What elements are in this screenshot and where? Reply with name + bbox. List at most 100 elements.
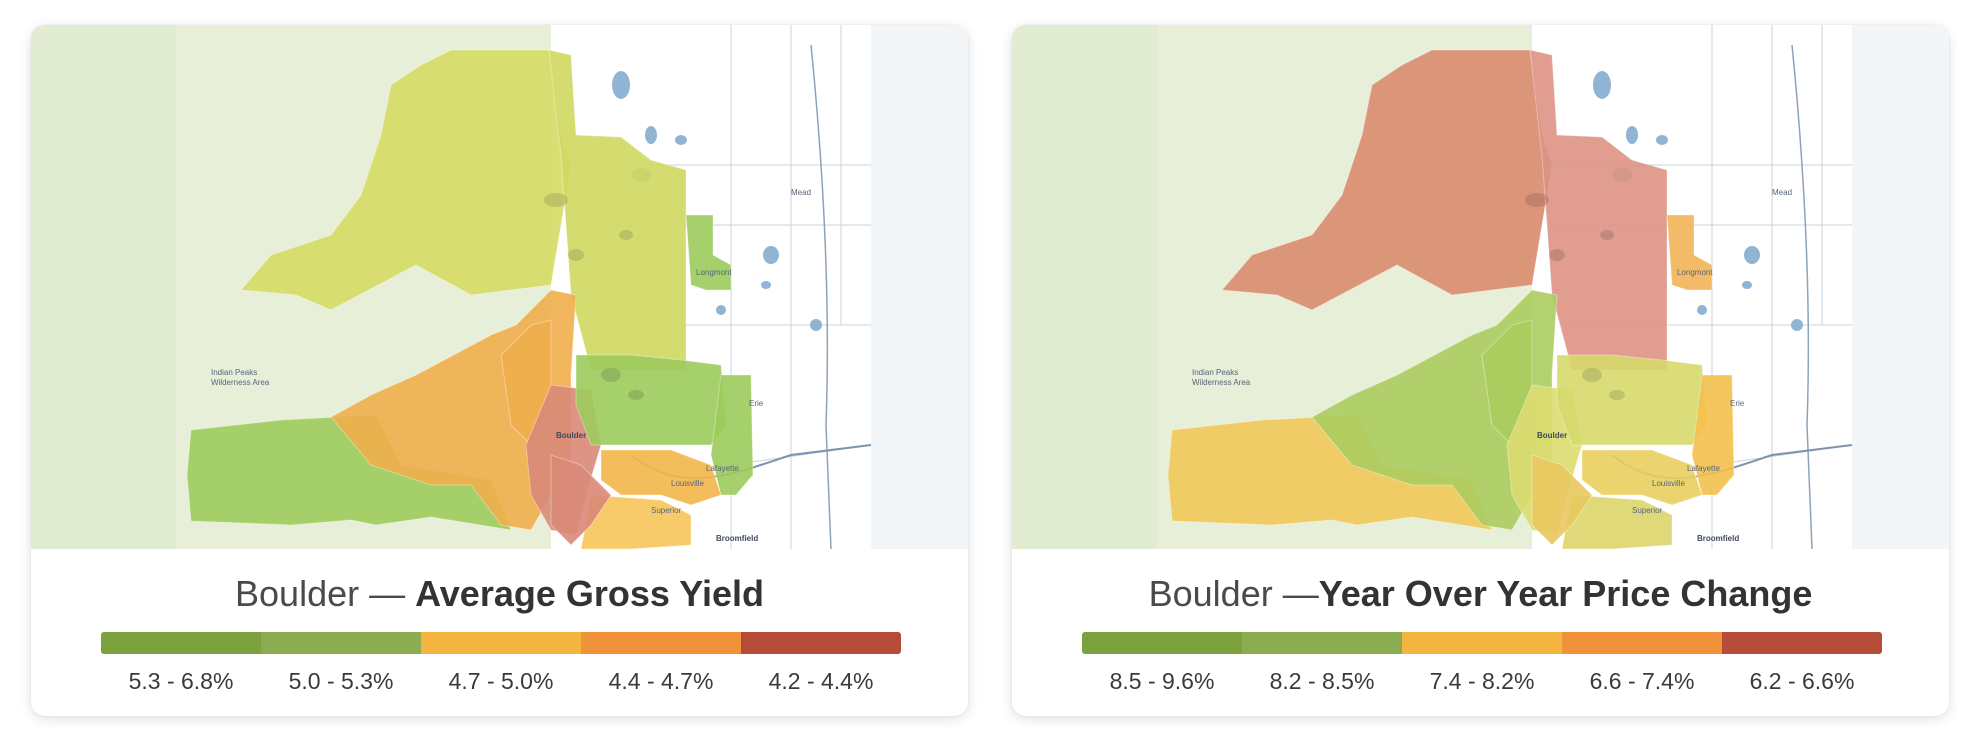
place-label-erie: Erie: [1730, 399, 1745, 408]
place-label-longmont: Longmont: [696, 268, 732, 277]
lake-shape: [763, 246, 779, 264]
place-label-broomfield: Broomfield: [1697, 534, 1739, 543]
yield-legend-bar: [101, 632, 901, 654]
lake-shape: [544, 193, 568, 207]
legend-range-label: 5.3 - 6.8%: [128, 668, 234, 694]
lake-shape: [612, 71, 630, 99]
title-metric: Average Gross Yield: [415, 573, 764, 614]
place-label-superior: Superior: [651, 506, 682, 515]
legend-swatch: [421, 632, 581, 654]
region-louisville[interactable]: [600, 449, 722, 506]
legend-range-label: 4.7 - 5.0%: [448, 668, 554, 694]
place-label-wilderness-area: Wilderness Area: [1192, 378, 1251, 387]
lake-shape: [1549, 249, 1565, 261]
region-lafayette[interactable]: [710, 374, 754, 496]
yield-choropleth-map[interactable]: Mead Longmont Erie Boulder Lafayette Louisvil…: [31, 25, 968, 549]
region-layer: [186, 49, 754, 549]
lake-shape: [568, 249, 584, 261]
price-change-map-title: Boulder —Year Over Year Price Change: [1012, 573, 1949, 615]
legend-range-label: 4.2 - 4.4%: [768, 668, 874, 694]
yield-legend-labels: 5.3 - 6.8% 5.0 - 5.3% 4.7 - 5.0% 4.4 - 4…: [101, 668, 901, 695]
highway-line: [810, 44, 832, 549]
region-gunbarrel[interactable]: [575, 354, 727, 446]
legend-range-label: 5.0 - 5.3%: [288, 668, 394, 694]
lake-shape: [761, 281, 771, 289]
region-south-strip[interactable]: [1531, 454, 1593, 546]
map-canvas: Mead Longmont Erie Boulder LafayetteLouisvil…: [31, 25, 968, 549]
price-change-choropleth-map[interactable]: Mead Longmont Erie Boulder Lafayette Louisvil…: [1012, 25, 1949, 549]
legend-range-label: 6.2 - 6.6%: [1749, 668, 1855, 694]
lake-shape: [675, 135, 687, 145]
legend-range-label: 8.2 - 8.5%: [1269, 668, 1375, 694]
place-label-indian-peaks: Indian Peaks: [1192, 368, 1238, 377]
title-metric: Year Over Year Price Change: [1318, 573, 1813, 614]
lake-shape: [628, 390, 644, 400]
legend-swatch: [581, 632, 741, 654]
region-north-center[interactable]: [1529, 49, 1668, 371]
lake-shape: [601, 368, 621, 382]
legend-swatch: [1402, 632, 1562, 654]
title-city: Boulder —: [1148, 573, 1319, 614]
legend-range-label: 4.4 - 4.7%: [608, 668, 714, 694]
lake-shape: [1582, 368, 1602, 382]
map-fade-edge: [1852, 25, 1949, 549]
lake-shape: [619, 230, 633, 240]
place-label-mead: Mead: [791, 188, 811, 197]
place-label-boulder: Boulder: [556, 431, 586, 440]
lake-shape: [1742, 281, 1752, 289]
price-change-legend-labels: 8.5 - 9.6% 8.2 - 8.5% 7.4 - 8.2% 6.6 - 7…: [1082, 668, 1882, 695]
place-label-louisville: Louisville: [1652, 479, 1685, 488]
lake-shape: [1609, 390, 1625, 400]
region-gunbarrel[interactable]: [1556, 354, 1708, 446]
place-label-mead: Mead: [1772, 188, 1792, 197]
legend-swatch: [1082, 632, 1242, 654]
place-label-superior: Superior: [1632, 506, 1663, 515]
place-label-erie: Erie: [749, 399, 764, 408]
lake-shape: [1791, 319, 1803, 331]
legend-range-label: 6.6 - 7.4%: [1589, 668, 1695, 694]
region-layer: [1167, 49, 1735, 549]
region-longmont[interactable]: [1666, 214, 1713, 291]
title-city: Boulder —: [235, 573, 406, 614]
legend-swatch: [1562, 632, 1722, 654]
yield-map-card: Mead Longmont Erie Boulder Lafayette Louisvil…: [31, 25, 968, 716]
place-label-longmont: Longmont: [1677, 268, 1713, 277]
legend-range-label: 8.5 - 9.6%: [1109, 668, 1215, 694]
place-label-lafayette: Lafayette: [706, 464, 739, 473]
place-label-louisville: Louisville: [671, 479, 704, 488]
place-label-broomfield: Broomfield: [716, 534, 758, 543]
lake-shape: [1626, 126, 1638, 144]
legend-range-label: 7.4 - 8.2%: [1429, 668, 1535, 694]
lake-shape: [810, 319, 822, 331]
lake-shape: [716, 305, 726, 315]
region-louisville[interactable]: [1581, 449, 1703, 506]
lake-shape: [1525, 193, 1549, 207]
lake-shape: [1593, 71, 1611, 99]
lake-shape: [1697, 305, 1707, 315]
highway-line: [1791, 44, 1813, 549]
legend-swatch: [261, 632, 421, 654]
place-label-indian-peaks: Indian Peaks: [211, 368, 257, 377]
place-label-wilderness-area: Wilderness Area: [211, 378, 270, 387]
yield-map-title: Boulder — Average Gross Yield: [31, 573, 968, 615]
legend-swatch: [1722, 632, 1882, 654]
map-canvas: Mead Longmont Erie Boulder LafayetteLouisvil…: [1012, 25, 1949, 549]
legend-swatch: [1242, 632, 1402, 654]
legend-swatch: [741, 632, 901, 654]
place-label-boulder: Boulder: [1537, 431, 1567, 440]
legend-swatch: [101, 632, 261, 654]
lake-shape: [1600, 230, 1614, 240]
lake-shape: [1744, 246, 1760, 264]
region-superior[interactable]: [580, 494, 692, 549]
map-fade-edge: [871, 25, 968, 549]
price-change-legend-bar: [1082, 632, 1882, 654]
region-longmont[interactable]: [685, 214, 732, 291]
region-superior[interactable]: [1561, 494, 1673, 549]
place-label-lafayette: Lafayette: [1687, 464, 1720, 473]
lake-shape: [1656, 135, 1668, 145]
region-south-strip[interactable]: [550, 454, 612, 546]
region-north-center[interactable]: [548, 49, 687, 371]
price-change-map-card: Mead Longmont Erie Boulder Lafayette Louisvil…: [1012, 25, 1949, 716]
region-lafayette[interactable]: [1691, 374, 1735, 496]
lake-shape: [645, 126, 657, 144]
